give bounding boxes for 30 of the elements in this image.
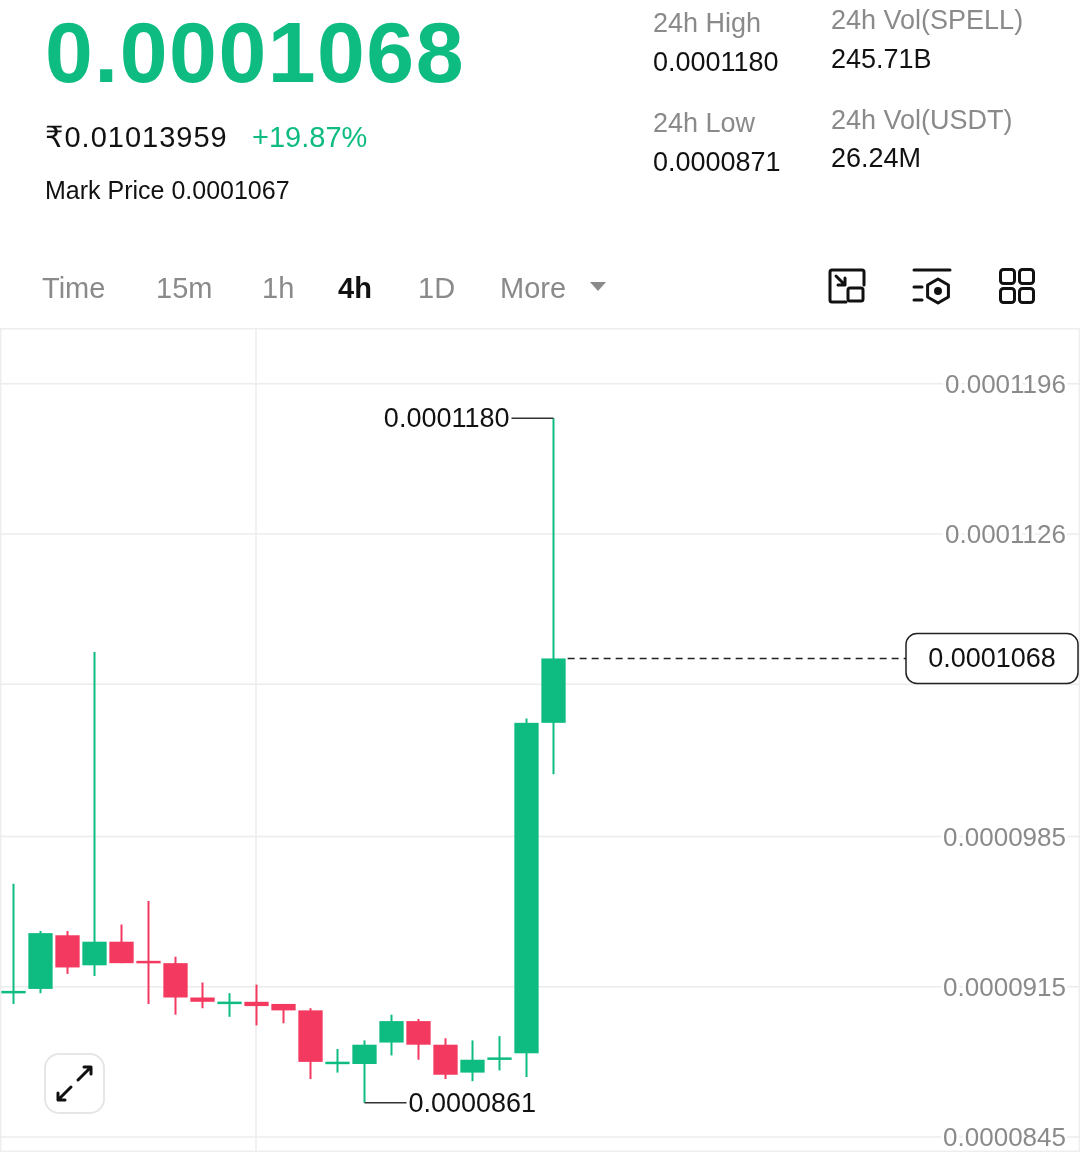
text: More (500, 272, 567, 304)
y-tick-label: 0.0001196 (945, 368, 1066, 399)
text: 0.0001068 (45, 4, 466, 100)
candlestick (244, 983, 269, 1027)
candlestick (190, 981, 215, 1010)
y-tick-label: 0.0001126 (945, 519, 1066, 549)
y-tick-label: 0.0000845 (943, 1121, 1066, 1152)
ref-line-label: 0.0001068 (928, 643, 1056, 674)
text: 1h (262, 272, 295, 304)
text: 26.24M (831, 143, 922, 173)
text: 0.0000871 (653, 147, 781, 177)
text: 245.71B (831, 44, 932, 74)
text: 1D (418, 272, 456, 304)
text: Mark Price 0.0001067 (45, 176, 290, 204)
text: Time (42, 272, 106, 304)
text: 0.0001180 (653, 47, 779, 77)
text: +19.87% (252, 121, 368, 153)
text: 24h Vol(SPELL) (831, 5, 1024, 35)
text: 15m (156, 272, 213, 304)
y-tick-label: 0.0000915 (943, 971, 1066, 1002)
y-tick-label: 0.0000985 (943, 821, 1066, 852)
text: 4h (338, 272, 372, 304)
candlestick (82, 651, 107, 978)
text: 24h High (653, 8, 762, 38)
text: ₹0.01013959 (45, 121, 228, 153)
text: 24h Low (653, 108, 756, 138)
annotation: 0.0000861 (408, 1087, 537, 1118)
annotation: 0.0001180 (383, 403, 510, 434)
text: 24h Vol(USDT) (831, 105, 1013, 135)
candlestick (487, 1035, 512, 1072)
